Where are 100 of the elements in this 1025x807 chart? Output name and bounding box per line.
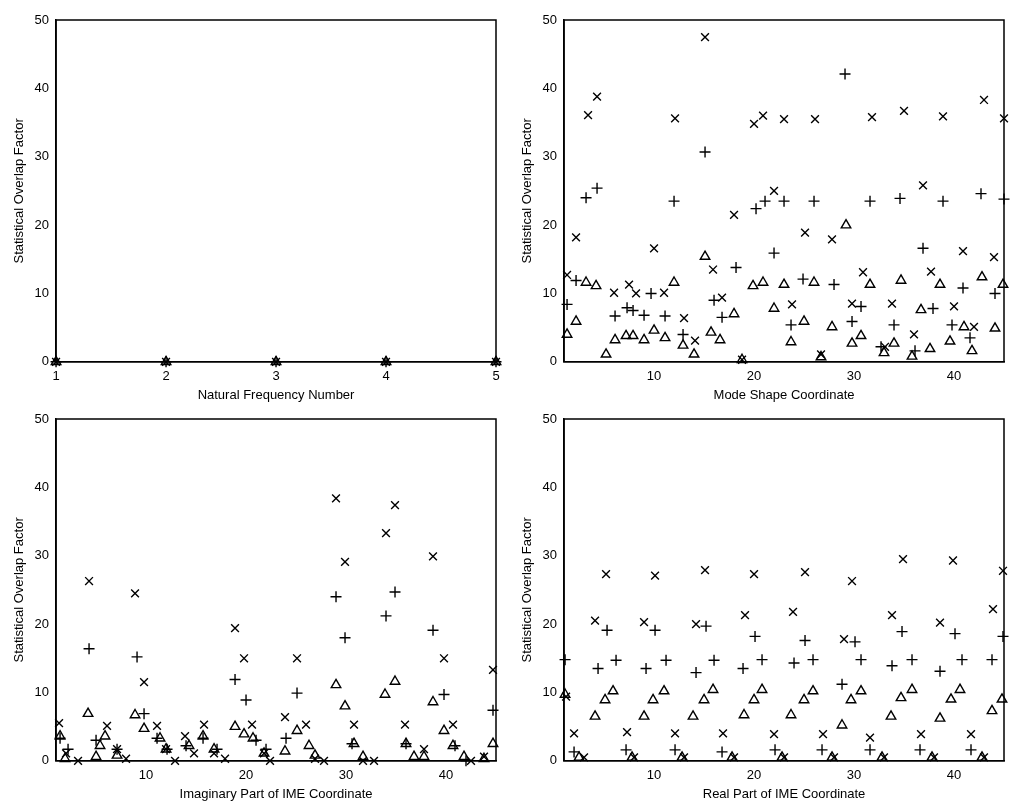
point — [130, 588, 140, 598]
y-tick-label: 30 — [34, 547, 50, 563]
point — [945, 693, 957, 703]
point — [249, 734, 263, 747]
x-tick-label: 10 — [646, 368, 662, 384]
point — [579, 191, 593, 204]
point — [808, 276, 820, 286]
point — [561, 691, 571, 702]
point — [788, 607, 798, 617]
point — [668, 276, 680, 286]
point — [152, 721, 162, 731]
point — [949, 301, 959, 312]
point — [717, 292, 727, 303]
point — [150, 732, 164, 745]
point — [310, 754, 320, 764]
point — [388, 585, 402, 599]
point — [979, 95, 989, 105]
point — [349, 719, 359, 730]
point — [688, 348, 700, 358]
point — [54, 729, 66, 740]
point — [408, 750, 420, 761]
point — [569, 274, 583, 287]
x-tick-label: 20 — [746, 767, 762, 783]
x-tick-label: 40 — [946, 767, 962, 783]
point — [208, 742, 220, 753]
point — [740, 610, 750, 620]
point — [676, 328, 690, 341]
point — [976, 270, 988, 281]
point — [330, 678, 342, 689]
point — [303, 739, 315, 750]
point — [778, 278, 790, 288]
point — [729, 210, 739, 220]
point — [847, 576, 857, 586]
point — [679, 313, 689, 323]
point — [996, 630, 1010, 643]
point — [329, 590, 343, 603]
point — [924, 342, 936, 353]
point — [649, 243, 659, 253]
point — [292, 653, 302, 663]
point — [670, 728, 680, 739]
point — [229, 720, 241, 731]
y-tick-label: 40 — [34, 478, 50, 494]
point — [887, 299, 897, 309]
point — [458, 750, 470, 761]
point — [974, 187, 988, 200]
point — [838, 67, 852, 81]
point — [631, 288, 641, 299]
y-tick-label: 30 — [542, 547, 558, 563]
point — [909, 329, 919, 340]
point — [340, 557, 350, 567]
point — [154, 732, 166, 742]
point — [644, 287, 658, 300]
point — [986, 704, 998, 715]
point — [426, 624, 440, 637]
point — [638, 710, 650, 720]
point — [935, 618, 945, 628]
point — [389, 675, 401, 685]
point — [658, 684, 670, 695]
point — [938, 111, 948, 121]
point — [619, 743, 633, 757]
point — [599, 693, 611, 704]
point — [291, 724, 303, 735]
point — [964, 743, 978, 757]
point — [279, 745, 291, 755]
point — [488, 665, 498, 675]
point — [437, 688, 451, 701]
point — [659, 331, 671, 342]
point — [969, 322, 979, 332]
point — [590, 616, 600, 626]
point — [863, 743, 877, 757]
y-tick-label: 50 — [542, 11, 558, 27]
x-tick-label: 40 — [946, 368, 962, 384]
x-tick-label: 30 — [338, 767, 354, 783]
point — [439, 653, 449, 663]
point — [836, 719, 848, 729]
point — [659, 654, 673, 667]
point — [700, 32, 710, 42]
point — [600, 348, 612, 358]
point — [228, 673, 242, 686]
y-tick-label: 30 — [542, 148, 558, 164]
y-tick-label: 50 — [542, 410, 558, 426]
point — [637, 309, 651, 322]
point — [944, 335, 956, 345]
point — [379, 688, 391, 698]
point — [767, 246, 781, 260]
point — [848, 635, 862, 649]
point — [560, 298, 574, 311]
x-tick-label: 4 — [382, 368, 390, 384]
point — [230, 623, 240, 633]
point — [601, 569, 611, 579]
point — [807, 684, 819, 695]
point — [331, 493, 341, 503]
point — [627, 329, 639, 340]
point — [933, 665, 947, 678]
point — [899, 106, 909, 116]
y-tick-label: 20 — [34, 216, 50, 232]
x-tick-label: 40 — [438, 767, 454, 783]
x-tick-label: 2 — [162, 368, 170, 384]
x-tick-label: 10 — [138, 767, 154, 783]
point — [898, 554, 908, 564]
